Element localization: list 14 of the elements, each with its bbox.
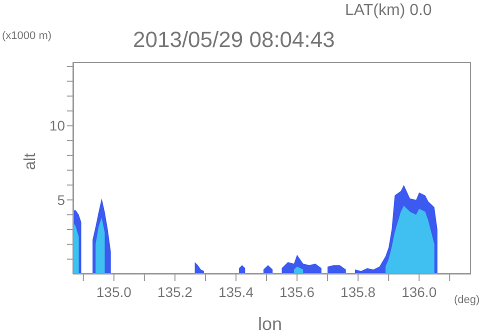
chart-title: 2013/05/29 08:04:43 bbox=[133, 27, 335, 53]
x-axis-title: lon bbox=[258, 314, 282, 335]
x-tick-label: 135.4 bbox=[218, 284, 254, 300]
y-tick-label: 10 bbox=[49, 118, 66, 134]
x-tick-label: 136.0 bbox=[402, 284, 437, 300]
x-tick-label: 135.0 bbox=[96, 284, 132, 300]
x-tick-label: 135.6 bbox=[280, 284, 315, 300]
text: LAT(km) 0.0 bbox=[345, 2, 432, 20]
text: (x1000 m) bbox=[2, 30, 52, 42]
y-axis-title: alt bbox=[22, 153, 40, 170]
text: (deg) bbox=[454, 294, 480, 306]
x-tick-label: 135.2 bbox=[157, 284, 193, 300]
x-tick-label: 135.8 bbox=[340, 284, 376, 300]
y-tick-label: 5 bbox=[57, 192, 66, 208]
